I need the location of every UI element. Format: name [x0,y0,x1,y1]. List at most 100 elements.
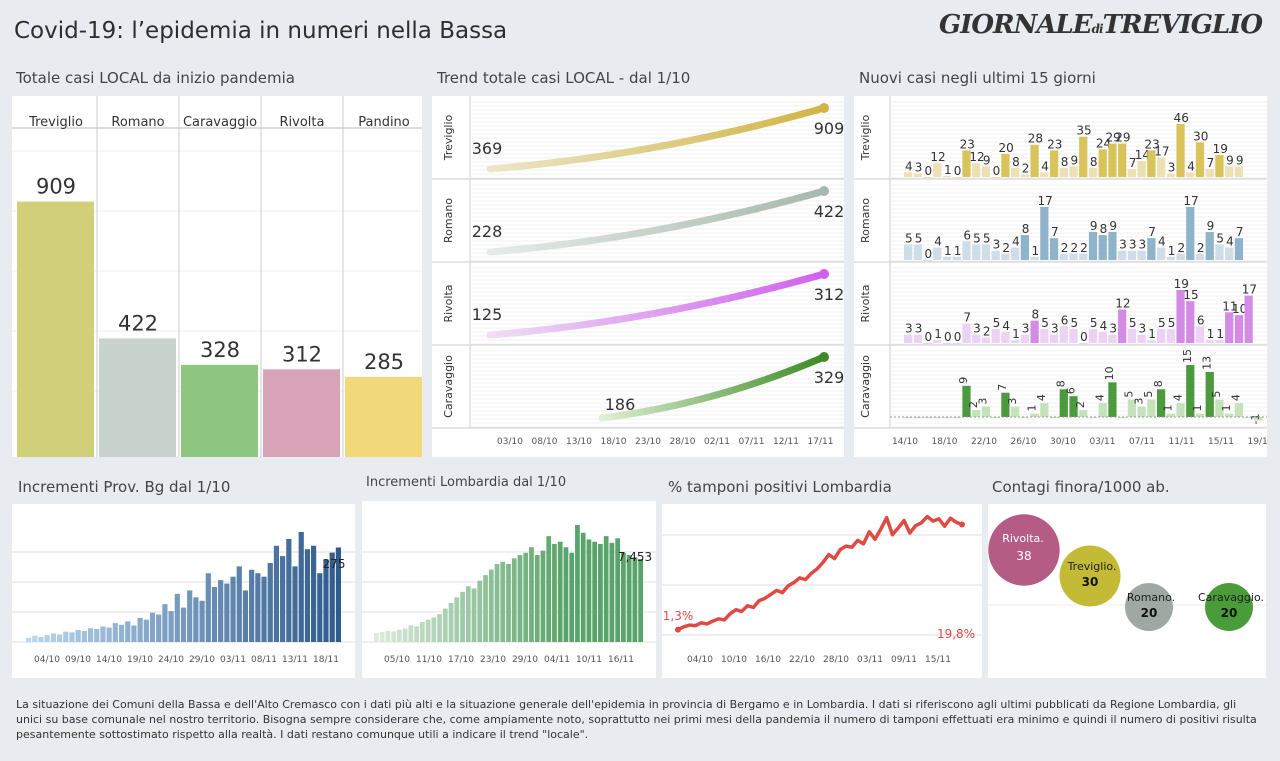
bar [156,614,162,642]
bar [981,406,991,417]
bar [962,385,971,417]
series-line [677,514,963,632]
lombardia-increments-chart: 7,453 05/10 11/10 17/10 23/10 29/10 04/11 10/11… [362,501,656,678]
x-tick-label: 03/11 [220,655,246,665]
x-tick-label: 10/10 [721,655,747,665]
data-label: 3 [915,322,923,336]
bar [1001,392,1010,417]
bar [952,177,961,178]
data-label: 15 [1181,349,1194,363]
data-label: 9 [1207,219,1215,233]
bar [218,580,224,642]
bar [396,629,402,642]
x-tick-label: 11/10 [416,655,442,665]
bar [1244,295,1253,343]
data-label: 4 [1158,235,1166,249]
x-tick-label: 11/11 [1169,437,1195,447]
bar [638,558,643,642]
bar [506,564,511,642]
bar [242,590,249,642]
bar [626,555,632,642]
bar [125,621,131,642]
data-label: 3 [1139,322,1147,336]
bar [100,626,106,642]
bar [1088,417,1098,418]
data-label: 7 [1129,156,1137,170]
data-label: 2 [1002,241,1010,255]
data-label: 8 [1100,222,1108,236]
start-label: 186 [605,395,636,414]
bar [1147,238,1156,260]
data-label: 5 [905,231,913,245]
bar [106,627,112,642]
bar [609,542,615,642]
data-label: 30 [1193,129,1208,143]
bar [26,637,32,642]
bar [1225,312,1234,343]
bar [1225,166,1234,177]
data-label: 46 [1174,111,1189,125]
x-tick-label: 28/10 [823,655,849,665]
data-label: 1 [1168,244,1176,258]
x-tick-label: 12/11 [773,437,799,447]
bar [17,201,94,457]
bar [1030,256,1039,260]
bar [174,593,180,642]
bar [1108,334,1117,343]
row-label: Rivolta [859,284,872,322]
bar [1011,340,1020,343]
bar [448,603,454,642]
bar [1215,399,1224,417]
data-label: 2 [1197,241,1205,255]
data-label: 2 [1022,162,1030,176]
data-label: 5 [1070,316,1078,330]
data-label: 2 [1061,241,1069,255]
x-tick-label: 19/10 [127,655,153,665]
page-title: Covid-19: l’epidemia in numeri nella Bas… [14,18,508,44]
bar [1195,413,1205,417]
bar [540,550,546,642]
x-tick-label: 02/11 [704,437,730,447]
bar [1011,247,1020,260]
data-label: 12 [1115,297,1130,311]
data-label: 17 [1154,144,1169,158]
bubble [1059,545,1121,607]
bar [1079,253,1088,260]
x-tick-label: 23/10 [635,437,661,447]
bar [292,566,298,642]
bar [1030,320,1039,343]
bar [1137,406,1146,417]
bubble [1205,583,1253,631]
end-point [819,269,829,279]
x-tick-label: 08/11 [251,655,277,665]
bar [1186,207,1195,260]
bar [1118,309,1127,343]
data-label: 13 [1200,356,1213,370]
bar [1127,399,1137,417]
bar [187,590,193,642]
section-title-trend: Trend totale casi LOCAL - dal 1/10 [437,69,691,87]
bar [1234,238,1244,260]
bar [1186,301,1195,343]
bar [913,417,922,418]
x-tick-label: 28/10 [670,437,696,447]
bar [1020,235,1029,260]
data-label: 3 [905,322,913,336]
bar [1001,331,1010,343]
bar [345,376,422,457]
bar [546,536,552,642]
bar [1225,413,1234,417]
data-label: 8 [1032,308,1040,322]
data-label: 11 [1222,299,1237,313]
bar [523,552,529,642]
bar [87,628,94,642]
bar [1137,250,1146,260]
data-label: 0 [925,330,933,344]
bar [1195,253,1205,260]
data-label: 0 [925,164,933,178]
data-label: 4 [1012,235,1020,249]
end-point [819,186,829,196]
bar [563,547,569,642]
bar [205,573,211,642]
x-tick-label: 13/11 [282,655,308,665]
